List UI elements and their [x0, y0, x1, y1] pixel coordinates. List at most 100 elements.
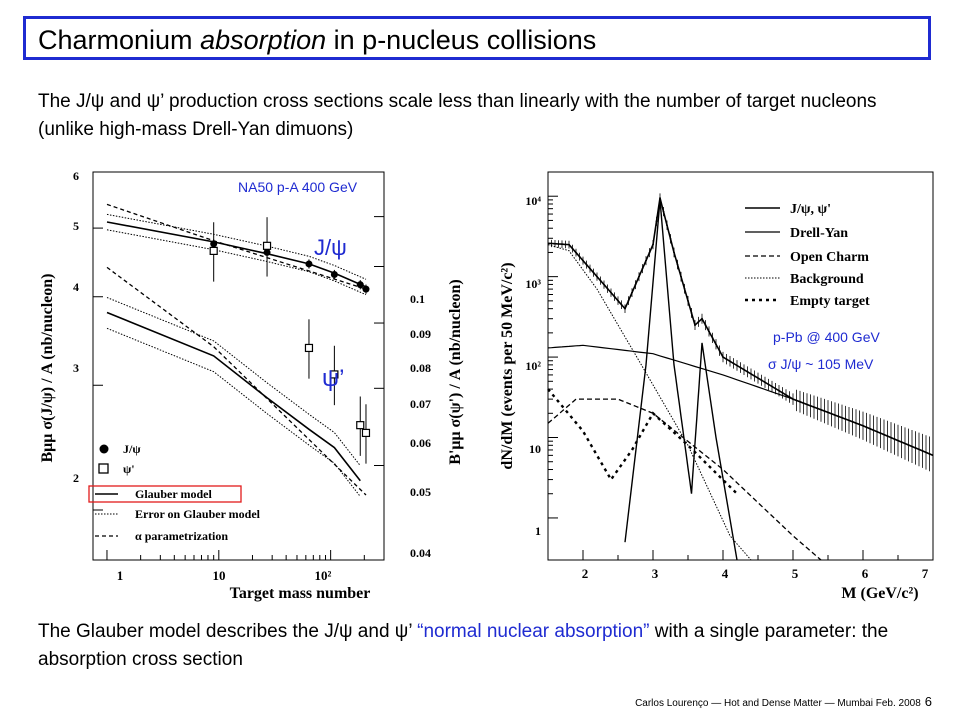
- data-point: [767, 383, 770, 386]
- data-point: [624, 307, 626, 310]
- data-point: [774, 387, 777, 390]
- x-tick-label: 6: [862, 566, 869, 581]
- data-point: [592, 271, 595, 274]
- data-point: [925, 451, 927, 454]
- data-point: [792, 398, 794, 401]
- data-point: [722, 356, 724, 358]
- data-point: [914, 447, 917, 449]
- y-tick-label: 6: [73, 169, 79, 183]
- data-point: [862, 424, 864, 427]
- page-number: 6: [924, 694, 932, 709]
- legend-label: J/ψ: [123, 442, 141, 456]
- right-plot-frame: [547, 171, 934, 561]
- data-point: [669, 237, 672, 240]
- legend-label: Open Charm: [790, 250, 869, 265]
- y-tick-label: 0.08: [410, 361, 431, 375]
- data-point: [589, 267, 591, 270]
- data-point: [750, 373, 752, 375]
- y-tick-label: 10²: [525, 359, 541, 373]
- data-point: [869, 427, 871, 430]
- glauber-psip-error-up: [106, 297, 361, 467]
- data-point: [746, 370, 749, 373]
- data-point: [872, 429, 875, 432]
- data-point: [729, 360, 731, 363]
- data-point: [795, 399, 798, 402]
- left-x-tick-label: 10²: [315, 568, 332, 583]
- footer-credit: Carlos Lourenço — Hot and Dense Matter —…: [635, 698, 921, 709]
- data-point: [893, 438, 896, 440]
- data-point: [883, 433, 885, 436]
- alpha-psip-curve: [106, 266, 367, 496]
- data-point: [876, 430, 878, 433]
- data-point: [683, 287, 686, 290]
- data-point: [561, 243, 563, 246]
- data-point: [806, 403, 808, 406]
- series-total-line: [547, 197, 934, 457]
- x-tick-label: 3: [652, 566, 659, 581]
- data-point: [613, 295, 616, 298]
- right-legend: J/ψ, ψ' Drell-Yan Open Charm Background …: [745, 202, 870, 309]
- data-point: [697, 320, 700, 323]
- glauber-jpsi-curve: [106, 221, 367, 288]
- data-point: [557, 243, 560, 245]
- data-point: [771, 385, 773, 388]
- data-point: [778, 389, 780, 392]
- y-tick-label: 4: [73, 280, 79, 294]
- psip-data-point: [330, 370, 339, 379]
- data-point: [736, 364, 738, 367]
- series-drellyan-line: [547, 344, 934, 456]
- psip-data-point: [304, 343, 314, 353]
- data-point: [715, 343, 717, 346]
- data-point: [564, 243, 567, 246]
- left-legend: J/ψ ψ' Glauber model Error on Glauber mo…: [88, 442, 261, 543]
- left-x-tick-label: 1: [117, 568, 124, 583]
- data-point: [568, 243, 570, 246]
- data-point: [550, 242, 553, 245]
- data-point: [816, 407, 819, 410]
- intro-paragraph: The J/ψ and ψ’ production cross sections…: [38, 91, 877, 140]
- data-point: [858, 423, 861, 426]
- left-y-ticks-right: 0.1 0.09 0.08 0.07 0.06 0.05 0.04: [410, 292, 431, 560]
- right-x-ticks: 2 3 4 5 6 7: [582, 566, 929, 581]
- data-point: [645, 259, 647, 262]
- y-tick-label: 0.1: [410, 292, 425, 306]
- legend-label: Drell-Yan: [790, 226, 848, 241]
- data-point: [606, 287, 609, 290]
- data-point: [907, 444, 910, 446]
- y-tick-label: 0.06: [410, 436, 431, 450]
- y-tick-label: 1: [535, 524, 541, 538]
- data-point: [834, 414, 836, 417]
- data-point: [855, 422, 857, 424]
- data-point: [865, 426, 868, 429]
- psip-data-point: [262, 241, 272, 250]
- data-point: [634, 283, 637, 286]
- left-plot-frame: [92, 171, 385, 561]
- data-point: [802, 402, 805, 405]
- legend-label: Glauber model: [135, 487, 212, 501]
- sigma-annotation: σ J/ψ ~ 105 MeV: [768, 356, 874, 372]
- data-point: [743, 368, 745, 371]
- data-point: [575, 251, 577, 254]
- data-point: [827, 411, 829, 414]
- data-point: [879, 432, 882, 435]
- left-points: [209, 217, 371, 464]
- data-point: [928, 452, 931, 455]
- data-point: [820, 408, 822, 411]
- data-point: [666, 224, 668, 227]
- left-y-axis-label: Bμμ σ(J/ψ) / A (nb/nucleon): [39, 274, 56, 463]
- data-point: [694, 324, 696, 326]
- legend-label: α parametrization: [135, 529, 228, 543]
- data-point: [652, 243, 654, 246]
- data-point: [662, 210, 665, 213]
- series-background-line: [547, 244, 752, 561]
- data-point: [911, 445, 913, 448]
- data-point: [764, 381, 766, 384]
- data-point: [610, 291, 612, 294]
- data-point: [596, 275, 598, 278]
- left-y-ticks-left: 6 5 4 3 2: [73, 169, 79, 485]
- data-point: [627, 299, 630, 302]
- data-point: [732, 362, 735, 365]
- data-point: [554, 242, 556, 245]
- jpsi-data-point: [305, 260, 313, 268]
